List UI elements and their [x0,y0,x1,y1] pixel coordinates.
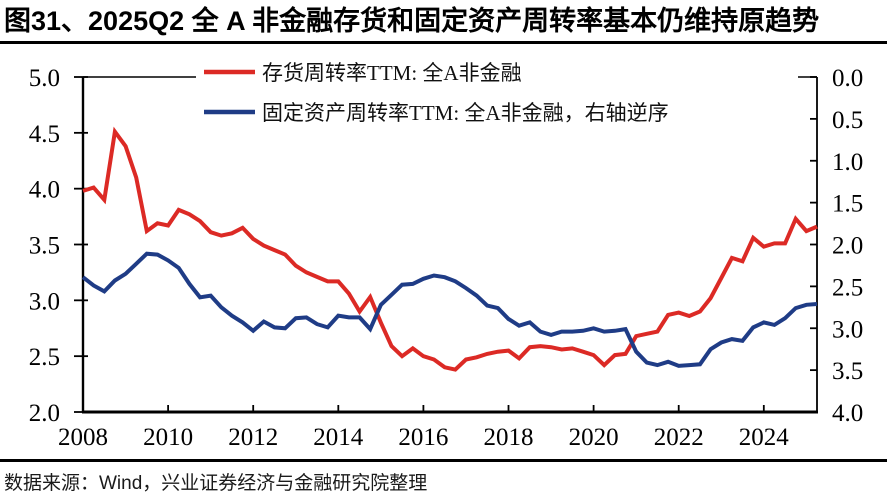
x-axis-tick-label: 2010 [143,424,193,451]
legend-label-fixed-asset: 固定资产周转率TTM: 全A非金融，右轴逆序 [262,101,669,125]
dual-axis-line-chart: 5.0 4.5 4.0 3.5 3.0 2.5 2.0 0.0 0.5 1.0 1.5 2.0 2.5 3… [29,51,864,451]
legend-background [196,51,798,135]
footer: 数据来源：Wind，兴业证券经济与金融研究院整理 [0,459,887,498]
left-axis-tick-label: 4.5 [29,121,60,148]
x-axis-tick-label: 2008 [58,424,108,451]
x-axis-tick-label: 2016 [398,424,448,451]
series-lines [81,126,818,372]
right-axis-tick-label: 3.5 [832,358,863,385]
right-axis-tick-label: 1.5 [832,191,863,218]
right-axis-tick-label: 3.0 [832,316,863,343]
left-axis-tick-label: 3.5 [29,233,60,260]
inventory-turnover-line [82,126,818,372]
left-axis-tick-label: 2.5 [29,344,60,371]
x-axis-tick-label: 2018 [484,424,534,451]
x-axis-tick-label: 2024 [739,424,790,451]
left-axis-tick-label: 3.0 [29,288,60,315]
left-axis-tick-label: 5.0 [29,65,60,92]
right-axis-tick-label: 2.0 [832,233,863,260]
page-title: 图31、2025Q2 全 A 非金融存货和固定资产周转率基本仍维持原趋势 [4,6,820,36]
right-axis-tick-label: 0.5 [832,107,863,134]
right-axis-tick-label: 4.0 [832,400,863,427]
title-underline [0,41,887,44]
legend: 存货周转率TTM: 全A非金融 固定资产周转率TTM: 全A非金融，右轴逆序 [196,51,798,135]
axes: 5.0 4.5 4.0 3.5 3.0 2.5 2.0 0.0 0.5 1.0 1.5 2.0 2.5 3… [29,65,864,451]
right-axis-tick-label: 2.5 [832,274,863,301]
x-axis-tick-label: 2022 [654,424,704,451]
left-axis-tick-label: 2.0 [29,400,60,427]
left-axis-tick-label: 4.0 [29,177,60,204]
legend-label-inventory: 存货周转率TTM: 全A非金融 [262,61,522,85]
x-axis-tick-label: 2014 [313,424,364,451]
x-axis-tick-label: 2020 [569,424,619,451]
fixed-asset-turnover-line [81,251,818,368]
right-axis-tick-label: 0.0 [832,65,863,92]
right-axis-tick-label: 1.0 [832,149,863,176]
source-note: 数据来源：Wind，兴业证券经济与金融研究院整理 [4,473,428,494]
x-axis-tick-label: 2012 [228,424,278,451]
